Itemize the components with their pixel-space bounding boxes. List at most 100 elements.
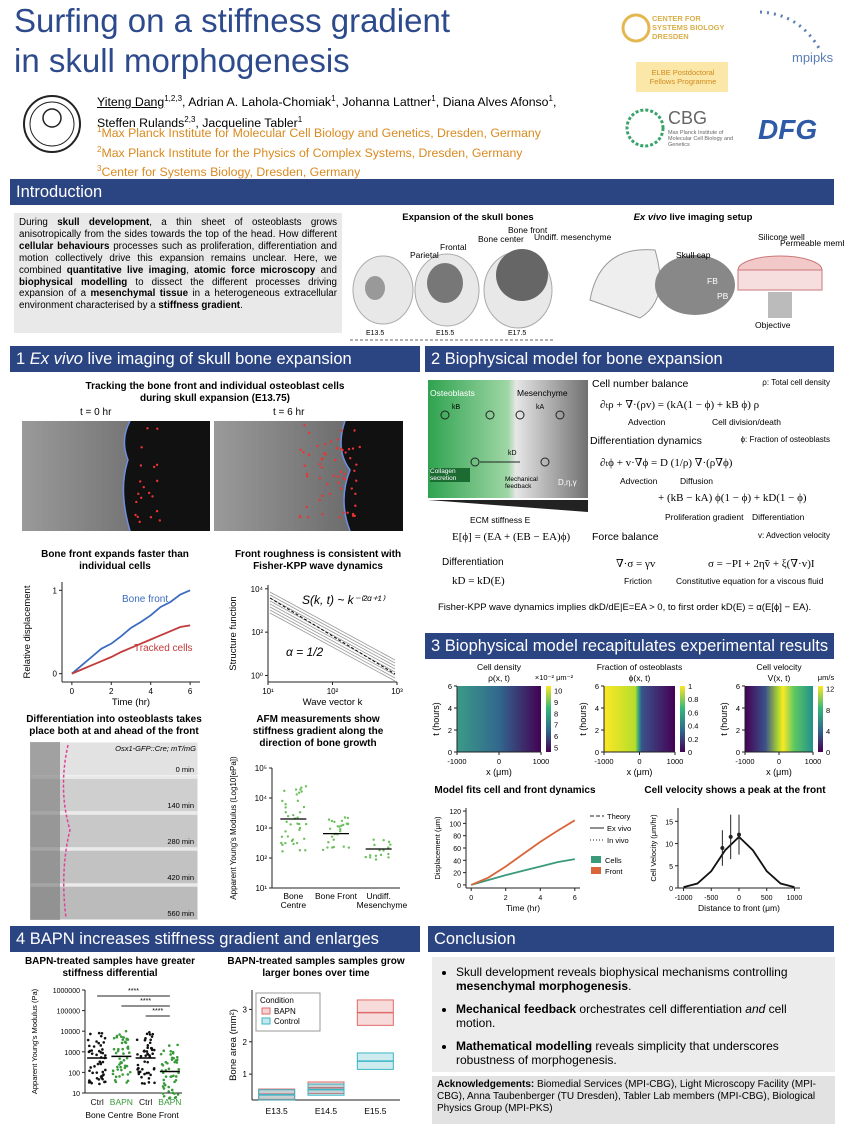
cell-track	[156, 427, 159, 430]
colorbar-tick-label: 6	[554, 732, 558, 741]
colorbar-unit: ×10⁻² μm⁻²	[535, 673, 574, 682]
scatter-texture	[300, 786, 303, 789]
author-name: Diana Alves Afonso	[442, 95, 549, 110]
scatter-texture	[174, 1095, 178, 1099]
text-run: Mathematical modelling	[456, 1039, 593, 1053]
scatter-texture	[143, 1072, 146, 1076]
fit-line	[269, 597, 396, 675]
x-axis-label: Time (hr)	[506, 903, 540, 913]
title: Surfing on a stiffness gradient	[14, 2, 450, 39]
cell-track	[354, 492, 357, 496]
x-axis-label: Distance to front (μm)	[698, 903, 780, 913]
scatter-texture	[292, 813, 295, 817]
cell-track	[353, 469, 356, 472]
eq-label: Constitutive equation for a viscous flui…	[676, 576, 824, 586]
y-tick-label: 120	[449, 809, 461, 816]
cell-track	[151, 495, 154, 498]
heatmap	[745, 686, 813, 752]
scatter-texture	[167, 1067, 171, 1071]
scatter-texture	[302, 805, 306, 809]
colorbar-tick-label: 10	[554, 687, 562, 696]
scatter-texture	[170, 1075, 173, 1078]
scatter-texture	[140, 1081, 144, 1085]
cell-track	[306, 475, 309, 478]
text-run: Biomedial Services (MPI-CBG), Light Micr…	[437, 1079, 816, 1114]
legend-label: In vivo	[607, 836, 629, 845]
scatter-texture	[126, 1038, 130, 1041]
time-label: 0 min	[176, 765, 194, 774]
scatter-texture	[167, 1090, 171, 1093]
cell-track	[332, 474, 335, 478]
cell-track	[355, 479, 358, 482]
x-tick-label: 0	[469, 895, 473, 902]
text-run: in a heterogeneous extracellular environ…	[19, 288, 337, 312]
legend-label: Ex vivo	[607, 824, 631, 833]
y-tick-label: 4	[736, 704, 740, 713]
scatter-texture	[136, 1053, 139, 1056]
scatter-texture	[321, 848, 325, 852]
text-run: Ex vivo	[29, 350, 83, 368]
scatter-texture	[147, 1077, 151, 1080]
cell-track	[323, 452, 326, 455]
scatter-texture	[104, 1054, 107, 1057]
x-tick-label: 4	[538, 895, 542, 902]
affil-sup: 2	[97, 144, 102, 154]
eq-def: v: Advection velocity	[757, 531, 830, 540]
y-tick-label: 5	[669, 864, 673, 871]
cell-track	[339, 487, 343, 490]
x-tick-label: -1000	[594, 757, 613, 766]
scatter-texture	[143, 1038, 147, 1042]
panel-title: BAPN-treated samples have greater stiffn…	[24, 956, 196, 979]
y-tick-label: 10	[665, 842, 673, 849]
legend-title: Condition	[260, 996, 294, 1005]
diagram-label: Mesenchyme	[517, 388, 568, 398]
mpg-logo	[42, 108, 62, 128]
colorbar-tick-label: 0.6	[688, 708, 698, 717]
y-tick-label: 0	[448, 748, 452, 757]
scatter-texture	[147, 1071, 150, 1075]
affiliations: 1Max Planck Institute for Molecular Cell…	[97, 122, 617, 181]
y-tick-label: 10⁰	[251, 671, 263, 680]
eq-label: Differentiation	[752, 512, 805, 522]
scatter-texture	[374, 858, 378, 861]
affil-sup: 3	[97, 164, 102, 174]
scatter-texture	[281, 799, 284, 803]
y-tick-label: 4	[448, 704, 452, 713]
scatter-texture	[101, 1070, 105, 1074]
cell-track	[152, 465, 156, 469]
series-line	[71, 589, 191, 675]
scatter-texture	[298, 828, 301, 832]
scatter-texture	[120, 1035, 123, 1039]
x-tick-label: 0	[70, 687, 75, 696]
author-name: Adrian A. Lahola-Chomiak	[188, 95, 332, 110]
scatter-texture	[127, 1051, 131, 1055]
cell-track	[305, 472, 309, 476]
scatter-texture	[150, 1048, 154, 1052]
scatter-texture	[339, 830, 342, 833]
y-tick-label: 10⁴	[251, 585, 264, 594]
text-run: atomic force microscopy	[194, 264, 316, 276]
scatter-texture	[123, 1066, 127, 1070]
eq-label: Proliferation gradient	[665, 512, 744, 522]
map-var: V(x, t)	[768, 673, 791, 683]
author-sep: ,	[182, 95, 186, 110]
text-run: reveals simplicity that underscores robu…	[456, 1039, 779, 1067]
cell-track	[351, 514, 355, 517]
section-heading: 3 Biophysical model recapitulates experi…	[425, 633, 834, 659]
scatter-texture	[172, 1056, 176, 1060]
scatter-texture	[296, 816, 299, 819]
y-tick-label: 10²	[255, 854, 267, 863]
cell-track	[335, 446, 339, 450]
reporter-label: Osx1-GFP::Cre; mT/mG	[115, 744, 196, 753]
data-point	[728, 834, 733, 839]
cell-track	[321, 494, 324, 497]
text-run: Ex vivo	[634, 212, 667, 223]
cell-track	[342, 511, 345, 514]
scatter-texture	[123, 1040, 127, 1044]
cell-track	[140, 496, 143, 499]
scatter-texture	[150, 1035, 154, 1038]
stage-label: E15.5	[436, 330, 454, 337]
scatter-texture	[283, 789, 286, 793]
scatter-texture	[167, 1044, 171, 1047]
y-axis-label: Relative displacement	[22, 585, 33, 678]
